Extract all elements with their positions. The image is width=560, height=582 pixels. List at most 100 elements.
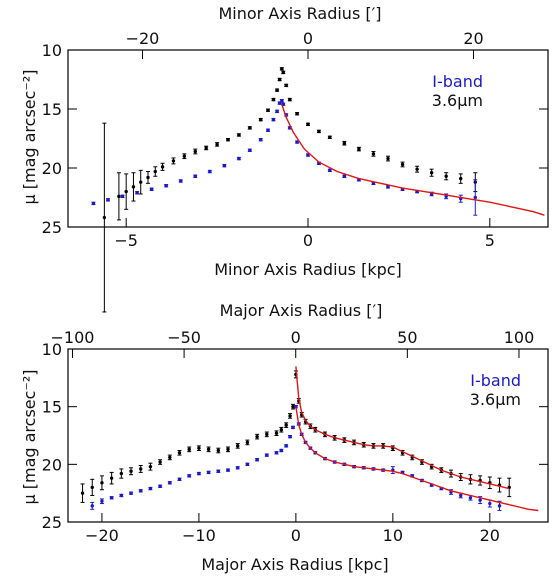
data-point xyxy=(255,458,259,462)
y-tick-label: 10 xyxy=(42,340,62,359)
data-point xyxy=(106,198,110,202)
data-point xyxy=(415,167,419,171)
data-point xyxy=(215,142,219,147)
data-point xyxy=(459,493,463,498)
data-point xyxy=(91,201,96,206)
data-point xyxy=(146,175,150,180)
x-tick-label: 5 xyxy=(485,231,495,250)
y-axis-title: μ [mag arcsec⁻²] xyxy=(20,69,39,204)
data-point xyxy=(306,153,310,157)
data-point xyxy=(280,67,284,71)
x2-tick-label: −50 xyxy=(167,328,201,347)
data-point xyxy=(386,185,390,189)
data-point xyxy=(288,414,292,418)
x-tick-label: 10 xyxy=(383,526,403,545)
data-point xyxy=(248,148,252,152)
data-point xyxy=(131,185,136,189)
model-fit-line xyxy=(295,406,539,512)
legend-3p6um: 3.6μm xyxy=(432,91,483,110)
data-point xyxy=(280,99,284,103)
x2-tick-label: 20 xyxy=(463,29,483,48)
data-point xyxy=(266,108,270,112)
data-point xyxy=(208,169,212,174)
data-point xyxy=(306,122,310,127)
x-tick-label: −5 xyxy=(114,231,138,250)
data-point xyxy=(117,194,121,199)
data-point xyxy=(80,491,85,495)
data-point xyxy=(459,176,463,181)
data-point xyxy=(291,425,295,430)
data-point xyxy=(216,448,221,453)
data-point xyxy=(90,485,94,490)
legend-iband: I-band xyxy=(432,72,483,91)
data-point xyxy=(149,187,154,191)
data-point xyxy=(279,428,284,432)
data-point xyxy=(168,481,172,485)
data-point xyxy=(271,97,276,102)
data-point xyxy=(100,481,104,485)
data-point xyxy=(274,431,279,435)
data-point xyxy=(281,70,285,75)
data-point xyxy=(235,444,240,448)
data-point xyxy=(182,154,187,158)
x-tick-label: 0 xyxy=(291,526,301,545)
data-point xyxy=(158,484,162,488)
data-point xyxy=(197,471,201,476)
data-point xyxy=(179,179,183,183)
model-fit-line xyxy=(295,366,510,490)
y-tick-label: 20 xyxy=(42,455,62,474)
bottom-axis-title: Major Axis Radius [kpc] xyxy=(201,555,388,574)
data-point xyxy=(291,404,295,409)
data-point xyxy=(357,147,361,151)
data-point xyxy=(473,195,477,200)
data-point xyxy=(265,453,269,457)
bottom-axis-title: Minor Axis Radius [kpc] xyxy=(214,260,402,279)
data-point xyxy=(255,434,259,439)
data-point xyxy=(317,129,321,134)
data-point xyxy=(468,496,473,500)
data-point xyxy=(204,146,208,150)
data-point xyxy=(429,171,434,175)
x2-tick-label: 0 xyxy=(303,29,313,48)
y-tick-label: 15 xyxy=(42,100,62,119)
data-point xyxy=(109,496,114,500)
data-point xyxy=(328,135,332,140)
y-tick-label: 25 xyxy=(42,218,62,237)
data-point xyxy=(206,470,211,475)
data-point xyxy=(245,440,250,445)
data-point xyxy=(277,77,282,82)
data-point xyxy=(488,501,492,506)
data-point xyxy=(164,184,168,188)
data-point xyxy=(119,471,124,476)
data-point xyxy=(206,447,211,452)
data-point xyxy=(284,444,288,448)
data-point xyxy=(135,191,139,195)
top-axis-title: Minor Axis Radius [′] xyxy=(219,4,382,23)
x2-tick-label: 100 xyxy=(504,328,535,347)
data-point xyxy=(216,469,221,473)
x-tick-label: 0 xyxy=(303,231,313,250)
data-point xyxy=(400,162,405,167)
data-point xyxy=(288,97,292,102)
data-point xyxy=(148,486,153,491)
data-point xyxy=(275,88,279,92)
data-point xyxy=(259,137,263,142)
x2-tick-label: −20 xyxy=(126,29,160,48)
y-tick-label: 10 xyxy=(42,41,62,60)
data-point xyxy=(478,498,482,502)
data-point xyxy=(177,477,182,482)
data-point xyxy=(342,174,347,178)
legend-iband: I-band xyxy=(470,371,521,390)
model-fit-line xyxy=(281,104,545,216)
data-point xyxy=(266,128,270,132)
data-point xyxy=(342,141,347,145)
data-point xyxy=(222,163,227,168)
data-point xyxy=(148,464,153,469)
data-point xyxy=(171,159,176,163)
data-point xyxy=(274,451,279,455)
x-tick-label: 20 xyxy=(480,526,500,545)
data-point xyxy=(187,474,191,478)
data-point xyxy=(271,117,276,122)
data-point xyxy=(288,434,292,439)
